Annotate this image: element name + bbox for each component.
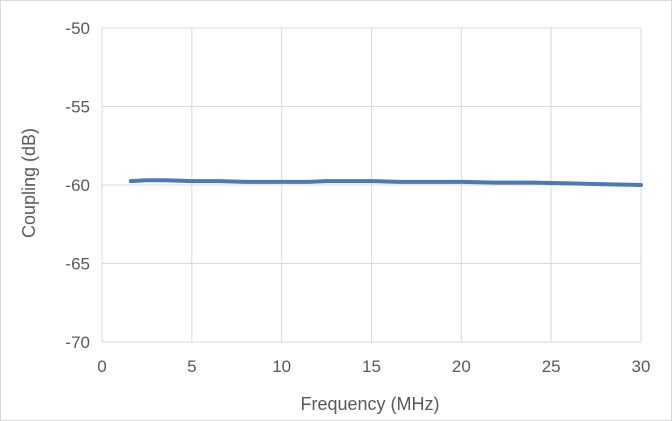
x-tick-label: 5 [187, 357, 196, 376]
x-tick-label: 25 [542, 357, 561, 376]
x-tick-label: 15 [362, 357, 381, 376]
tick-labels: 0 5 10 15 20 25 30 -50 -55 -60 -65 -70 [65, 19, 650, 376]
x-tick-label: 10 [272, 357, 291, 376]
series-line [128, 178, 643, 187]
x-tick-label: 30 [632, 357, 651, 376]
y-tick-label: -55 [65, 98, 90, 117]
x-tick-label: 0 [97, 357, 106, 376]
y-axis-title: Coupling (dB) [19, 128, 39, 238]
y-tick-label: -60 [65, 176, 90, 195]
series-layer [128, 178, 643, 187]
y-tick-label: -65 [65, 255, 90, 274]
x-axis-title: Frequency (MHz) [300, 394, 439, 414]
y-tick-label: -50 [65, 19, 90, 38]
y-tick-label: -70 [65, 333, 90, 352]
x-tick-label: 20 [452, 357, 471, 376]
